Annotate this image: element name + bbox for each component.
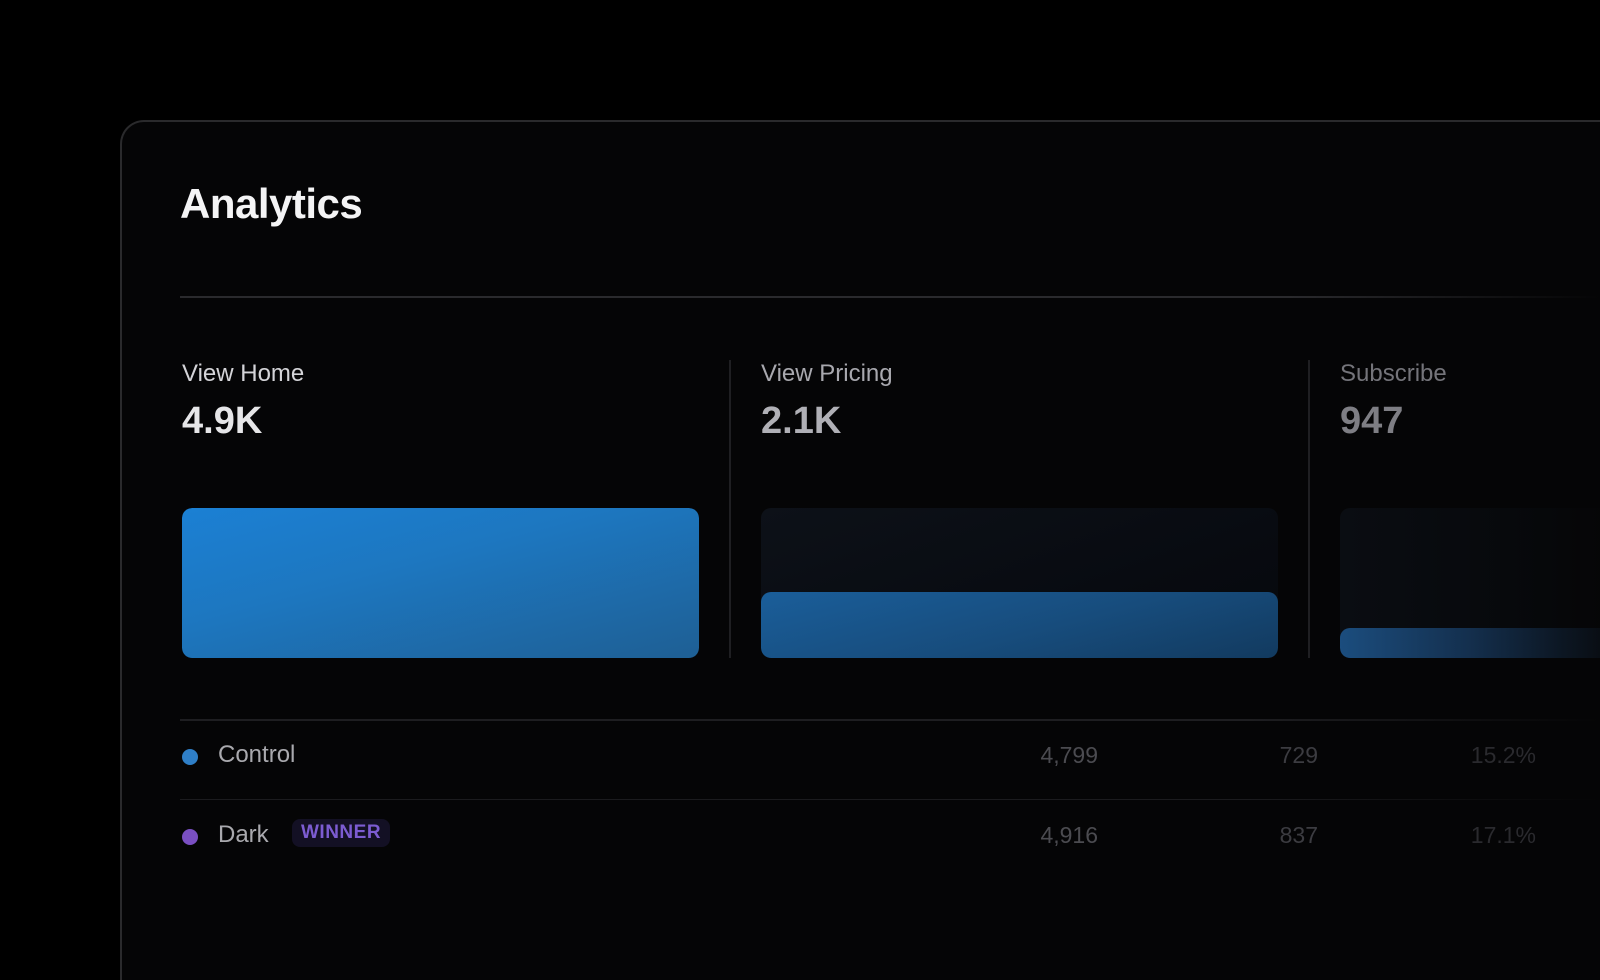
table-cell: 15.2% [1470, 742, 1536, 768]
variant-dot [182, 829, 198, 845]
funnel-bar-view-home [182, 508, 699, 658]
header-divider [180, 296, 1600, 298]
funnel-bar-subscribe [1340, 508, 1600, 658]
row-divider [180, 799, 1600, 800]
table-cell: 4,799 [1040, 742, 1098, 768]
table-row-dark[interactable]: Dark WINNER 4,916 837 17.1% [182, 795, 1600, 875]
metric-label: View Home [182, 360, 305, 387]
metric-label: Subscribe [1340, 360, 1447, 387]
table-cell: 17.1% [1470, 822, 1536, 848]
metric-value: 947 [1340, 400, 1404, 442]
funnel-bar-fill [1340, 628, 1600, 658]
table-row-control[interactable]: Control 4,799 729 15.2% [182, 715, 1600, 795]
funnel-bar-view-pricing [761, 508, 1278, 658]
winner-badge: WINNER [292, 819, 391, 847]
table-cell: 729 [1279, 742, 1318, 768]
funnel-bar-fill [182, 508, 699, 658]
variant-name: Control [218, 741, 296, 768]
table-cell: 837 [1279, 822, 1318, 848]
variant-dot [182, 749, 198, 765]
metric-divider [1308, 360, 1310, 658]
variant-name: Dark [218, 821, 269, 848]
metric-value: 2.1K [761, 400, 842, 442]
metric-value: 4.9K [182, 400, 263, 442]
metric-label: View Pricing [761, 360, 893, 387]
table-cell: 4,916 [1040, 822, 1098, 848]
table-divider [180, 719, 1600, 721]
page-title: Analytics [180, 180, 363, 227]
funnel-bar-fill [761, 592, 1278, 658]
metric-divider [729, 360, 731, 658]
